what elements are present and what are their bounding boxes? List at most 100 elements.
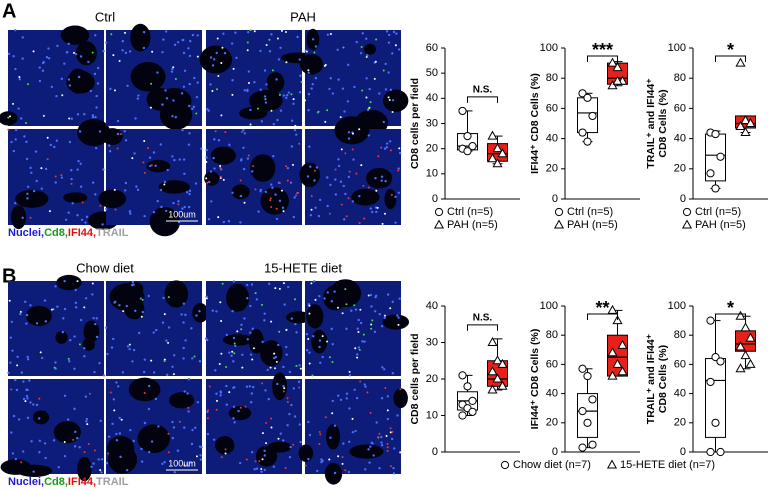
y-tick-label: 20: [546, 163, 558, 175]
nucleus: [21, 216, 24, 220]
data-point: [745, 332, 756, 342]
nucleus: [318, 294, 321, 298]
cell-signal: [292, 443, 295, 446]
y-tick-label: 50: [426, 67, 438, 79]
nucleus: [47, 47, 50, 50]
nucleus: [394, 195, 397, 199]
cell-signal: [274, 367, 277, 370]
nucleus: [163, 180, 167, 184]
cell-signal: [205, 160, 208, 163]
nucleus: [166, 373, 169, 377]
nucleus: [166, 168, 169, 172]
cell-signal: [236, 330, 239, 333]
nucleus: [188, 82, 191, 86]
nucleus: [35, 403, 39, 407]
airspace: [250, 154, 276, 182]
nucleus: [372, 454, 375, 457]
airspace: [351, 188, 380, 206]
cell-signal: [294, 124, 297, 127]
cell-signal: [163, 183, 166, 186]
cell-signal: [367, 186, 370, 189]
nucleus: [7, 52, 11, 56]
nucleus: [391, 372, 395, 375]
nucleus: [215, 392, 218, 395]
cell-signal: [397, 169, 400, 172]
cell-signal: [344, 288, 347, 291]
significance-bracket: [587, 55, 618, 62]
nucleus: [279, 109, 283, 112]
y-axis-label: TRAIL⁺ and IFI44⁺: [645, 78, 657, 169]
nucleus: [105, 461, 109, 465]
cell-signal: [268, 38, 271, 41]
cell-signal: [345, 215, 348, 218]
nucleus: [109, 87, 112, 91]
nucleus: [181, 207, 184, 210]
cell-signal: [359, 380, 362, 383]
nucleus: [277, 58, 281, 61]
cell-signal: [7, 116, 10, 119]
nucleus: [85, 420, 88, 423]
nucleus: [194, 426, 197, 430]
cell-signal: [278, 181, 281, 184]
nucleus: [311, 82, 314, 86]
nucleus: [70, 117, 73, 120]
cell-signal: [370, 323, 373, 326]
nucleus: [116, 132, 120, 136]
cell-signal: [246, 41, 249, 44]
cell-signal: [310, 282, 313, 285]
cell-signal: [70, 182, 73, 185]
nucleus: [195, 314, 198, 317]
condition-label: 15-HETE diet: [264, 260, 342, 275]
nucleus: [374, 176, 377, 180]
nucleus: [307, 71, 310, 74]
cell-signal: [83, 451, 86, 454]
nucleus: [380, 435, 383, 439]
nucleus: [18, 78, 21, 81]
airspace: [286, 311, 312, 324]
cell-signal: [391, 430, 394, 433]
cell-signal: [282, 282, 285, 285]
nucleus: [118, 432, 122, 435]
nucleus: [194, 182, 198, 185]
airspace: [231, 184, 250, 200]
nucleus: [62, 317, 65, 320]
cell-signal: [285, 329, 288, 332]
nucleus: [171, 67, 174, 71]
nucleus: [287, 285, 290, 289]
cell-signal: [113, 409, 116, 412]
cell-signal: [247, 81, 250, 84]
nucleus: [94, 34, 97, 37]
nucleus: [182, 321, 185, 324]
nucleus: [380, 441, 383, 444]
nucleus: [191, 33, 195, 37]
nucleus: [143, 214, 146, 218]
nucleus: [245, 385, 249, 388]
nucleus: [79, 185, 83, 188]
airspace: [158, 180, 190, 194]
nucleus: [293, 196, 296, 199]
nucleus: [396, 414, 399, 417]
nucleus: [359, 321, 363, 325]
nucleus: [25, 394, 29, 398]
airspace: [326, 424, 341, 450]
data-point: [711, 129, 720, 139]
nucleus: [318, 339, 322, 342]
nucleus: [206, 432, 210, 436]
nucleus: [136, 97, 140, 100]
airspace: [63, 192, 88, 203]
cell-signal: [270, 417, 273, 420]
nucleus: [333, 290, 336, 293]
airspace: [228, 406, 252, 421]
legend-label: PAH (n=5): [695, 219, 746, 231]
cell-signal: [143, 140, 146, 143]
nucleus: [369, 445, 372, 448]
data-point: [578, 89, 587, 98]
nucleus: [398, 151, 402, 155]
nucleus: [363, 383, 366, 386]
airspace: [324, 462, 343, 485]
nucleus: [329, 436, 332, 439]
cell-signal: [292, 98, 295, 101]
nucleus: [225, 403, 228, 406]
cell-signal: [76, 280, 79, 283]
nucleus: [234, 344, 237, 348]
